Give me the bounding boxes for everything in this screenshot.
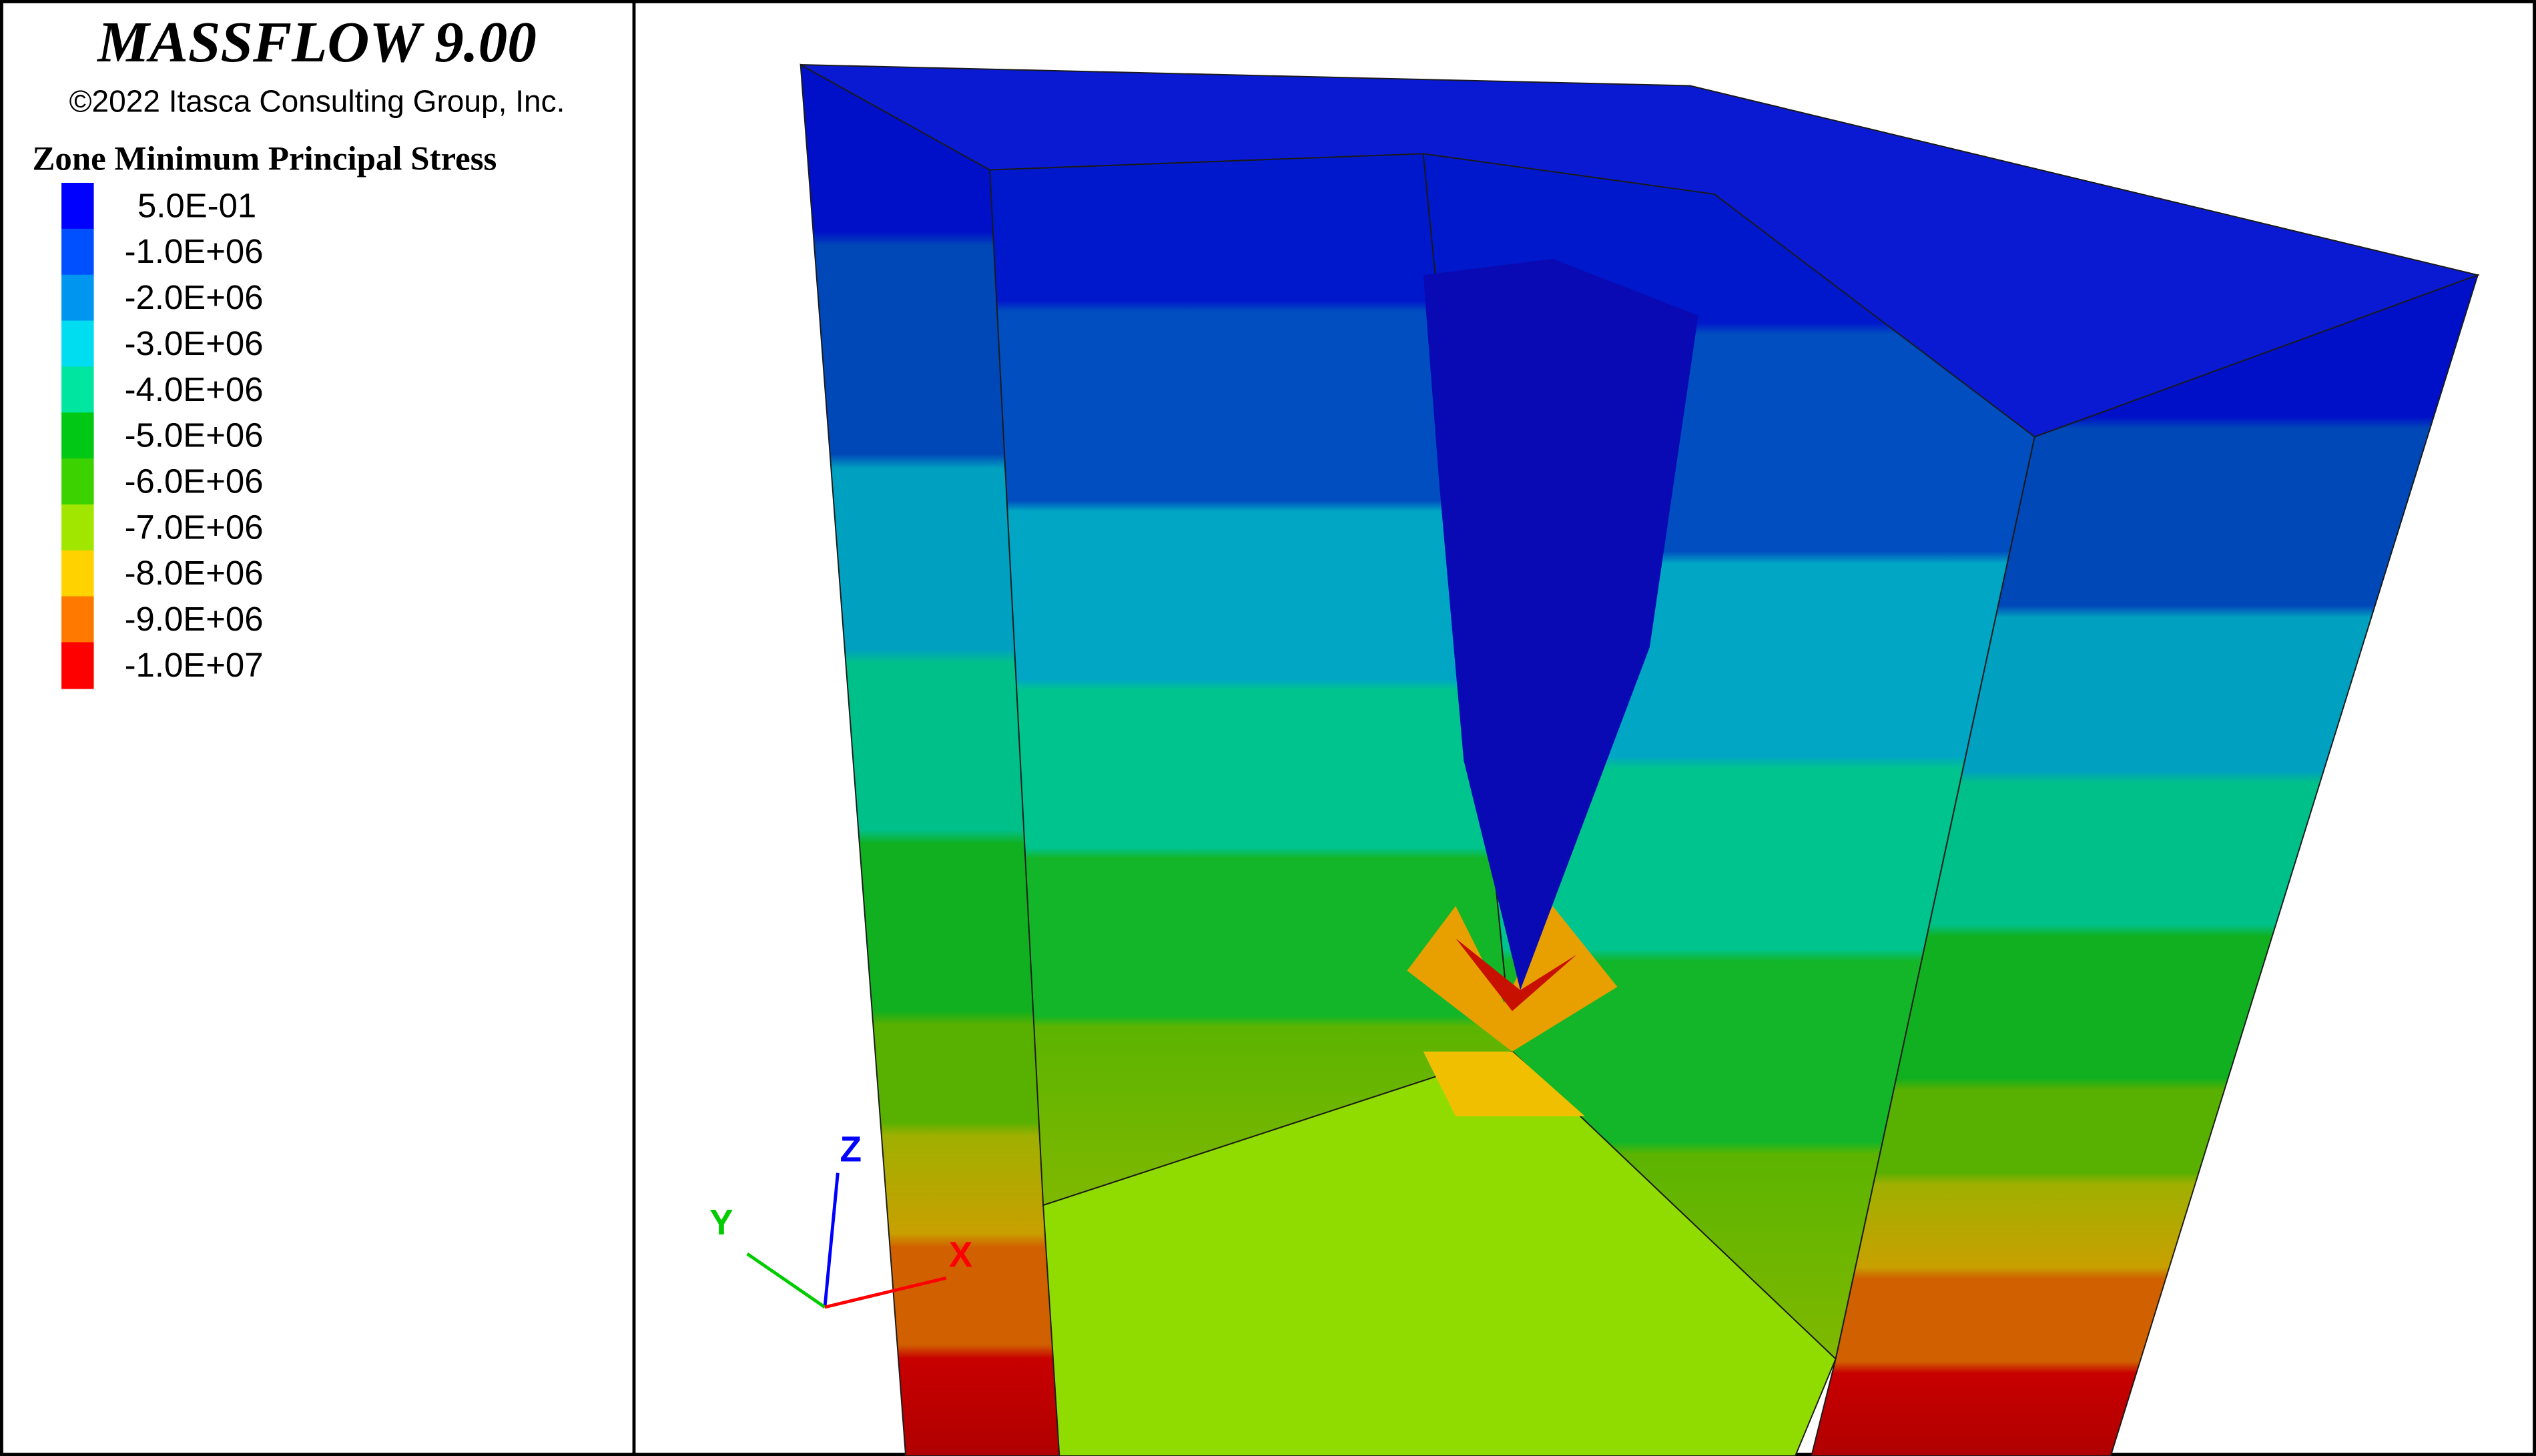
legend-label: -5.0E+06 <box>125 416 264 454</box>
legend-swatch <box>61 182 94 230</box>
axis-triad: Z Y X <box>709 1130 973 1309</box>
peak-stress <box>1456 938 1577 1012</box>
legend: 5.0E-01 -1.0E+06 -2.0E+06 -3.0E+06 -4.0E+06 -… <box>61 182 264 689</box>
legend-label: -1.0E+06 <box>125 232 264 270</box>
legend-label: -7.0E+06 <box>125 508 264 546</box>
legend-label: -4.0E+06 <box>125 370 264 408</box>
x-label: X <box>949 1235 973 1275</box>
model-view <box>800 63 2481 1456</box>
z-label: Z <box>840 1130 862 1170</box>
y-label: Y <box>709 1203 733 1242</box>
legend-label: -9.0E+06 <box>125 600 264 638</box>
legend-label: -6.0E+06 <box>125 462 264 500</box>
legend-title: Zone Minimum Principal Stress <box>32 141 497 178</box>
legend-label: -3.0E+06 <box>125 324 264 362</box>
legend-label: -2.0E+06 <box>125 278 264 316</box>
app-title: MASSFLOW 9.00 <box>96 9 537 74</box>
legend-swatch <box>61 504 94 552</box>
legend-label: -8.0E+06 <box>125 554 264 592</box>
floor-stress <box>1423 1051 1585 1116</box>
z-axis <box>823 1172 840 1308</box>
copyright: ©2022 Itasca Consulting Group, Inc. <box>69 83 565 118</box>
legend-swatch <box>61 596 94 643</box>
legend-swatch <box>61 642 94 689</box>
x-axis <box>824 1276 947 1309</box>
y-axis <box>746 1252 826 1309</box>
legend-swatch <box>61 366 94 414</box>
legend-swatch <box>61 274 94 322</box>
legend-swatch <box>61 412 94 460</box>
legend-swatch <box>61 458 94 506</box>
flow-zone <box>1423 258 1698 990</box>
floor <box>1042 1050 1837 1456</box>
legend-swatch <box>61 228 94 276</box>
legend-swatch <box>61 320 94 368</box>
legend-label: 5.0E-01 <box>137 186 256 224</box>
top-face <box>800 64 2481 438</box>
legend-label: -1.0E+07 <box>125 646 264 684</box>
legend-swatch <box>61 550 94 597</box>
